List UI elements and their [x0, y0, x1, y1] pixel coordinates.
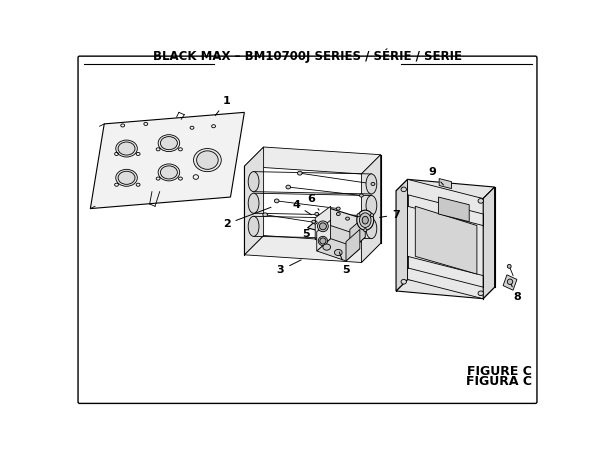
Ellipse shape: [508, 279, 513, 284]
Polygon shape: [361, 155, 380, 263]
Polygon shape: [439, 197, 469, 222]
Ellipse shape: [317, 221, 328, 232]
Ellipse shape: [319, 223, 326, 230]
Text: 4: 4: [292, 200, 311, 215]
Ellipse shape: [248, 172, 259, 192]
Ellipse shape: [118, 142, 135, 155]
Text: 7: 7: [380, 210, 400, 220]
Ellipse shape: [366, 218, 377, 238]
Ellipse shape: [116, 169, 137, 186]
Polygon shape: [244, 147, 263, 255]
Polygon shape: [346, 229, 360, 261]
Ellipse shape: [263, 213, 268, 217]
Ellipse shape: [320, 238, 326, 244]
Ellipse shape: [370, 213, 373, 217]
Ellipse shape: [401, 187, 406, 192]
Text: FIGURE C: FIGURE C: [467, 365, 532, 378]
Text: 8: 8: [511, 284, 521, 302]
Ellipse shape: [357, 210, 374, 230]
Ellipse shape: [116, 140, 137, 157]
Ellipse shape: [478, 291, 484, 296]
Ellipse shape: [366, 196, 377, 216]
Text: 6: 6: [307, 193, 319, 210]
Ellipse shape: [160, 166, 178, 179]
Polygon shape: [503, 275, 517, 290]
Ellipse shape: [158, 135, 179, 152]
Text: 2: 2: [223, 207, 271, 229]
Text: BLACK MAX – BM10700J SERIES / SÉRIE / SERIE: BLACK MAX – BM10700J SERIES / SÉRIE / SE…: [153, 49, 462, 63]
Polygon shape: [317, 238, 360, 261]
Text: 1: 1: [215, 96, 230, 116]
Ellipse shape: [401, 279, 406, 284]
Ellipse shape: [364, 228, 367, 232]
Ellipse shape: [346, 217, 349, 220]
Polygon shape: [415, 206, 477, 274]
Ellipse shape: [197, 151, 218, 169]
Polygon shape: [308, 208, 373, 239]
Text: 3: 3: [277, 260, 301, 275]
Ellipse shape: [248, 216, 259, 236]
Ellipse shape: [158, 164, 179, 181]
Text: 5: 5: [302, 229, 310, 239]
Ellipse shape: [334, 249, 342, 256]
Polygon shape: [244, 236, 380, 263]
Ellipse shape: [313, 221, 317, 224]
Text: FIGURA C: FIGURA C: [466, 375, 532, 388]
Text: 5: 5: [339, 252, 350, 275]
Polygon shape: [244, 147, 380, 174]
Ellipse shape: [160, 136, 178, 150]
Polygon shape: [439, 178, 451, 188]
Ellipse shape: [312, 220, 316, 223]
Polygon shape: [91, 112, 244, 208]
Ellipse shape: [286, 185, 290, 189]
Polygon shape: [396, 179, 407, 291]
Polygon shape: [315, 206, 331, 239]
Ellipse shape: [508, 264, 511, 268]
Ellipse shape: [359, 194, 364, 197]
Ellipse shape: [323, 244, 331, 250]
Ellipse shape: [315, 212, 319, 216]
Polygon shape: [483, 187, 494, 298]
Polygon shape: [396, 279, 494, 298]
Ellipse shape: [357, 213, 360, 217]
Ellipse shape: [194, 148, 221, 172]
Ellipse shape: [298, 171, 302, 175]
Ellipse shape: [359, 213, 371, 228]
Ellipse shape: [478, 198, 484, 203]
Polygon shape: [317, 220, 331, 251]
Ellipse shape: [274, 199, 279, 203]
Ellipse shape: [337, 212, 340, 216]
Text: 9: 9: [428, 167, 443, 185]
Ellipse shape: [337, 207, 340, 210]
Polygon shape: [315, 226, 365, 251]
Ellipse shape: [248, 193, 259, 213]
Ellipse shape: [318, 236, 328, 246]
Ellipse shape: [371, 182, 375, 186]
Ellipse shape: [362, 216, 368, 224]
Ellipse shape: [118, 171, 135, 184]
Polygon shape: [407, 179, 483, 298]
Polygon shape: [396, 179, 494, 198]
Ellipse shape: [366, 174, 377, 194]
Polygon shape: [350, 216, 365, 251]
